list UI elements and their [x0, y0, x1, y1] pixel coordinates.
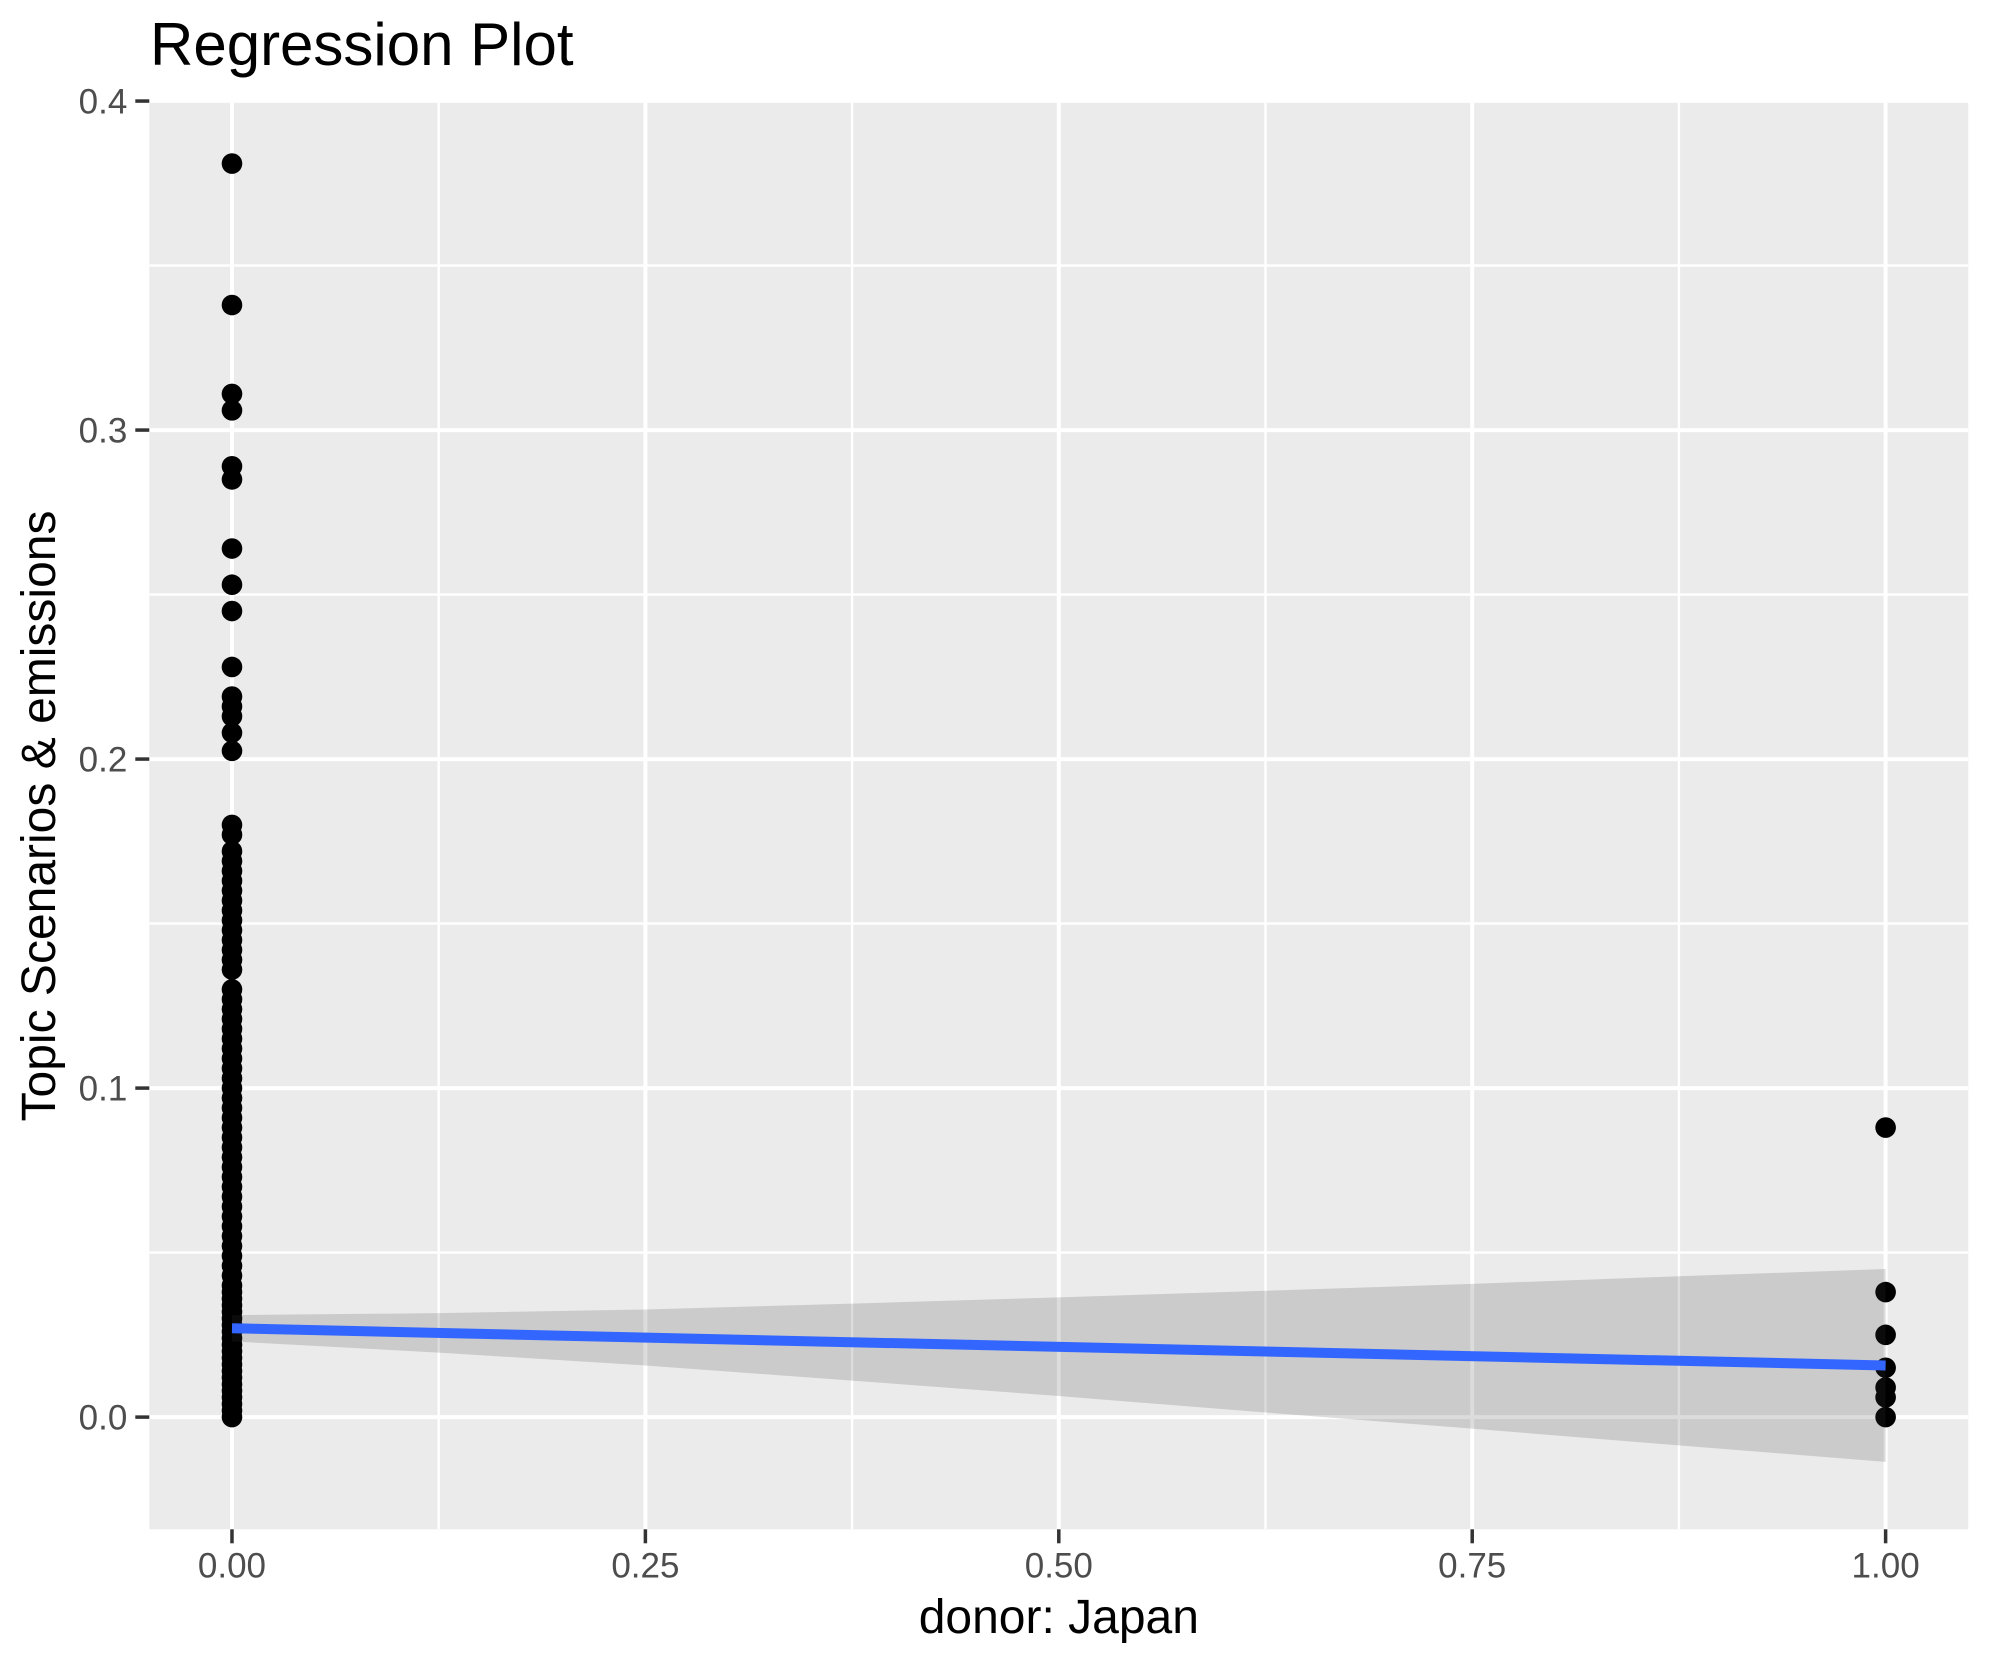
x-axis-tick-label: 1.00 [1852, 1546, 1920, 1585]
scatter-points [221, 153, 1896, 1428]
plot-title: Regression Plot [150, 11, 574, 78]
confidence-band-area [231, 1269, 1886, 1462]
data-point [221, 153, 243, 174]
x-axis-tick-label: 0.50 [1025, 1546, 1093, 1585]
axis-tick-marks [135, 99, 1888, 1544]
regression-line [231, 1323, 1886, 1371]
confidence-band [231, 1269, 1886, 1462]
x-axis-title: donor: Japan [919, 1591, 1199, 1644]
y-axis-tick-label: 0.1 [79, 1069, 128, 1108]
data-point [221, 294, 243, 316]
data-point [221, 469, 243, 490]
data-point [221, 722, 243, 744]
data-point [221, 959, 243, 980]
axis-tick-labels: 0.0 0.1 0.2 0.3 0.4 0.00 0.25 0.50 0.75 1.00 [79, 82, 1920, 1585]
y-axis-tick-label: 0.2 [79, 740, 128, 779]
grid-major-lines [149, 102, 1969, 1530]
data-point [221, 824, 243, 846]
data-point [221, 740, 243, 762]
data-point [1875, 1406, 1896, 1428]
data-point [221, 383, 243, 405]
data-point [221, 1406, 243, 1428]
data-point [1875, 1387, 1896, 1408]
data-point [1875, 1281, 1896, 1303]
data-point [221, 706, 243, 727]
x-axis-tick-label: 0.25 [611, 1546, 679, 1585]
y-axis-tick-label: 0.3 [79, 411, 128, 450]
y-axis-tick-label: 0.0 [79, 1398, 128, 1437]
regression-line-segment [231, 1323, 1886, 1371]
data-point [1875, 1324, 1896, 1346]
y-axis-tick-label: 0.4 [79, 82, 128, 121]
data-point [221, 656, 243, 678]
data-point [221, 574, 243, 596]
data-point [221, 600, 243, 622]
data-point [1875, 1117, 1896, 1138]
data-point [221, 538, 243, 559]
x-axis-tick-label: 0.00 [198, 1546, 266, 1585]
data-point [221, 400, 243, 421]
y-axis-title: Topic Scenarios & emissions [13, 511, 66, 1122]
x-axis-tick-label: 0.75 [1438, 1546, 1506, 1585]
